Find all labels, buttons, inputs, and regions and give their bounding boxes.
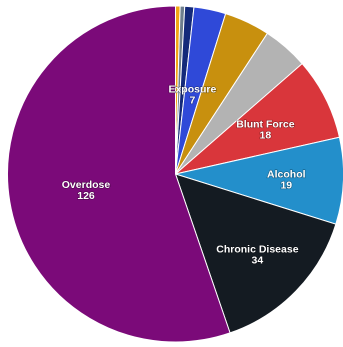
slice-value-blunt-force: 18 bbox=[260, 130, 272, 142]
slice-label-chronic-disease: Chronic Disease bbox=[216, 244, 298, 256]
slice-value-chronic-disease: 34 bbox=[252, 255, 264, 267]
pie-slice-overdose bbox=[7, 5, 231, 343]
slice-label-overdose: Overdose bbox=[62, 179, 111, 191]
slice-value-exposure: 7 bbox=[189, 94, 195, 106]
slice-label-alcohol: Alcohol bbox=[267, 169, 306, 181]
pie-slices bbox=[7, 5, 343, 343]
pie-slice-chronic-disease bbox=[174, 173, 337, 334]
pie-slice-alcohol bbox=[173, 136, 343, 225]
slice-value-alcohol: 19 bbox=[280, 180, 292, 192]
slice-label-exposure: Exposure bbox=[168, 83, 216, 95]
slice-label-blunt-force: Blunt Force bbox=[236, 119, 294, 131]
slice-value-overdose: 126 bbox=[77, 190, 95, 202]
